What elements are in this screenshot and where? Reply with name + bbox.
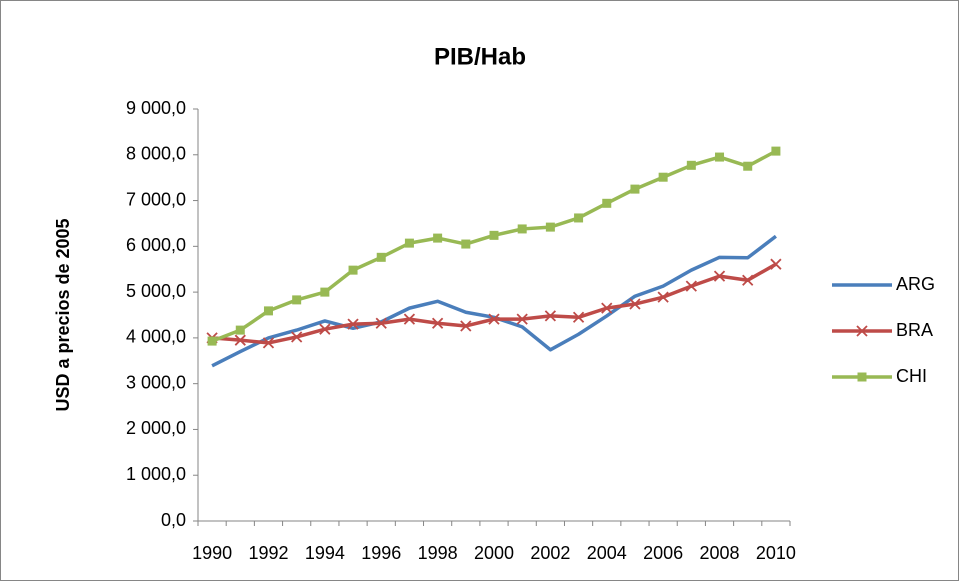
marker [488, 313, 500, 325]
chart-title: PIB/Hab [434, 43, 526, 70]
marker [602, 198, 612, 208]
x-tick-label: 2006 [643, 543, 683, 563]
y-tick-label: 9 000,0 [126, 98, 186, 118]
marker [686, 160, 696, 170]
y-tick-label: 2 000,0 [126, 418, 186, 438]
x-tick-label: 2002 [530, 543, 570, 563]
legend-label: ARG [896, 274, 935, 294]
marker [263, 306, 273, 316]
marker [685, 280, 697, 292]
y-tick-label: 8 000,0 [126, 144, 186, 164]
marker [431, 317, 444, 329]
marker [742, 274, 754, 286]
marker [715, 152, 725, 162]
y-tick-label: 7 000,0 [126, 189, 186, 209]
marker [629, 298, 641, 310]
x-tick-label: 1992 [248, 543, 288, 563]
y-axis-title: USD a precios de 2005 [53, 218, 73, 411]
x-tick-label: 1998 [418, 543, 458, 563]
marker [713, 270, 726, 282]
x-tick-label: 2004 [587, 543, 627, 563]
marker [489, 230, 499, 240]
y-tick-label: 1 000,0 [126, 464, 186, 484]
marker [376, 252, 386, 262]
x-tick-label: 2008 [700, 543, 740, 563]
legend-marker [857, 372, 867, 382]
marker [545, 222, 555, 232]
marker [544, 310, 557, 322]
marker [348, 265, 358, 275]
marker [770, 258, 782, 270]
marker [657, 291, 669, 303]
x-tick-label: 2000 [474, 543, 514, 563]
marker [461, 239, 471, 249]
legend-marker [856, 325, 868, 337]
y-tick-label: 4 000,0 [126, 327, 186, 347]
marker [516, 313, 528, 325]
y-tick-label: 5 000,0 [126, 281, 186, 301]
marker [403, 313, 416, 325]
x-tick-label: 1994 [305, 543, 345, 563]
marker [347, 318, 359, 330]
marker [771, 146, 781, 156]
marker [630, 184, 640, 194]
marker [291, 331, 303, 343]
y-tick-label: 6 000,0 [126, 235, 186, 255]
marker [601, 302, 613, 314]
y-tick-label: 3 000,0 [126, 372, 186, 392]
marker [658, 172, 668, 182]
marker [207, 336, 217, 346]
x-tick-label: 1990 [192, 543, 232, 563]
marker [292, 295, 302, 305]
marker [743, 161, 753, 171]
marker [319, 323, 331, 335]
marker [235, 325, 245, 335]
marker [375, 317, 387, 329]
marker [460, 320, 472, 332]
x-tick-label: 1996 [361, 543, 401, 563]
series-line [211, 234, 777, 368]
marker [572, 311, 585, 323]
legend-label: BRA [896, 320, 933, 340]
marker [517, 224, 527, 234]
marker [262, 337, 275, 349]
legend-label: CHI [896, 366, 927, 386]
marker [320, 287, 330, 297]
marker [433, 233, 443, 243]
marker [574, 213, 584, 223]
x-tick-label: 2010 [756, 543, 796, 563]
marker [234, 334, 246, 346]
y-tick-label: 0,0 [161, 510, 186, 530]
marker [404, 238, 414, 248]
